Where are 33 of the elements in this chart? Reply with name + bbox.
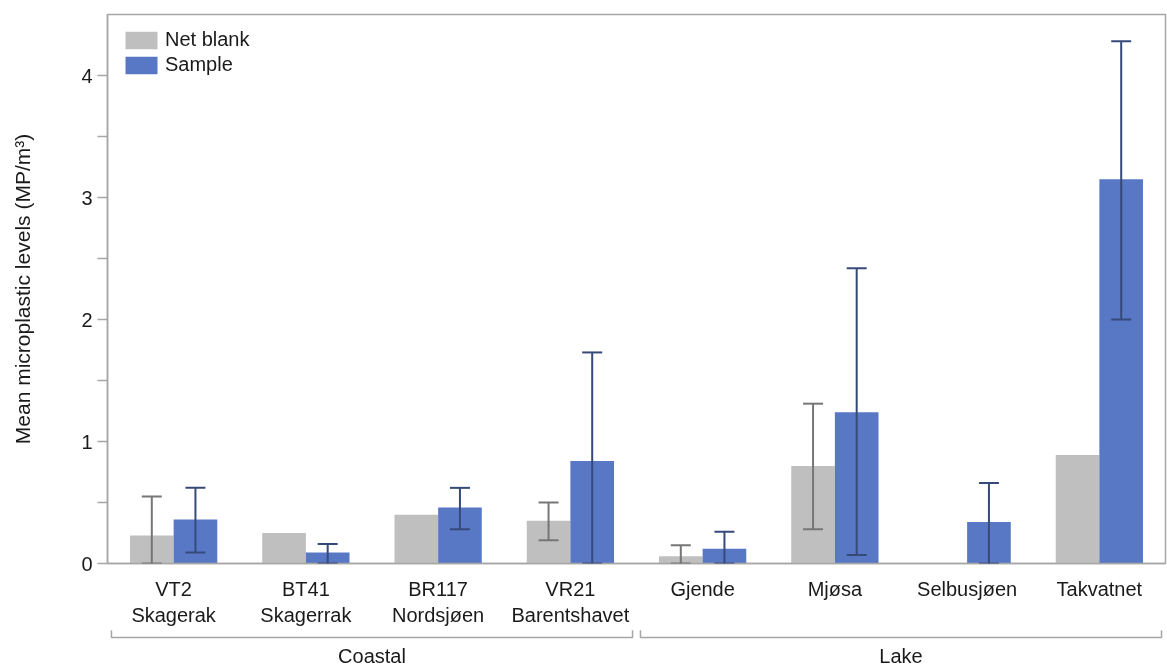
y-tick-label: 3	[81, 186, 93, 209]
x-tick-label: Selbusjøen	[917, 577, 1018, 600]
bar	[438, 507, 482, 564]
x-tick-label: Takvatnet	[1056, 577, 1143, 600]
bar	[305, 552, 350, 564]
legend-label: Net blank	[165, 28, 250, 51]
x-tick-label: BR117 Nordsjøen	[392, 577, 485, 626]
bar	[129, 535, 174, 564]
text: Lake	[879, 644, 923, 665]
y-tick-label: 2	[81, 308, 93, 331]
x-tick-label: VR21 Barentshavet	[511, 577, 630, 626]
x-tick-label: VT2 Skagerak	[131, 577, 217, 626]
x-tick-label: Gjende	[670, 577, 735, 600]
x-tick-label: BT41 Skagerrak	[260, 577, 353, 626]
bar	[1055, 454, 1100, 564]
y-tick-label: 1	[81, 430, 93, 453]
legend-label: Sample	[165, 53, 233, 76]
bar	[702, 548, 747, 564]
bar	[394, 514, 439, 564]
y-tick-label: 0	[81, 552, 93, 575]
text: Coastal	[338, 644, 406, 665]
bar	[791, 465, 835, 564]
bar	[967, 522, 1011, 564]
y-tick-label: 4	[81, 64, 93, 87]
bar	[262, 533, 306, 564]
y-axis-title: Mean microplastic levels (MP/m³)	[11, 133, 35, 445]
bar	[526, 520, 571, 564]
x-tick-label: Mjøsa	[807, 577, 863, 600]
bar	[658, 556, 703, 564]
bar	[173, 519, 218, 564]
bar	[1099, 179, 1144, 564]
bar	[834, 412, 879, 564]
bar	[570, 461, 615, 564]
